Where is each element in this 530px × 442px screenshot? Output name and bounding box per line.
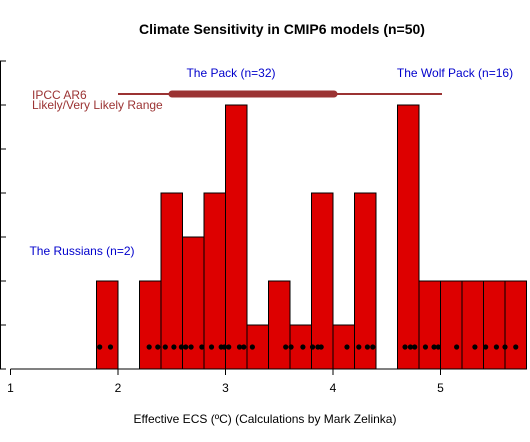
annotation-the-russians: The Russians (n=2) — [29, 244, 134, 258]
annotation-the-pack: The Pack (n=32) — [186, 66, 275, 80]
x-tick-label: 1 — [7, 381, 14, 395]
annotation-the-wolf-pack: The Wolf Pack (n=16) — [397, 66, 513, 80]
histogram-bar — [461, 280, 484, 370]
histogram-bar — [483, 280, 506, 370]
model-dot — [300, 344, 306, 350]
model-dot — [183, 344, 189, 350]
model-dot — [146, 344, 152, 350]
model-dot — [502, 344, 508, 350]
histogram-bar — [332, 324, 355, 370]
model-dot — [249, 344, 255, 350]
ar6-label-line1: IPCC AR6 — [32, 88, 87, 102]
model-dot — [171, 344, 177, 350]
histogram-bars — [96, 104, 527, 370]
histogram-bar — [504, 280, 527, 370]
model-dot — [155, 344, 161, 350]
ar6-label-line2: Likely/Very Likely Range — [32, 98, 163, 112]
histogram-bar — [354, 192, 377, 370]
model-dots — [97, 344, 519, 350]
model-dot — [283, 344, 289, 350]
model-dot — [236, 344, 243, 350]
x-tick-label: 2 — [115, 381, 122, 395]
x-tick-label: 3 — [222, 381, 229, 395]
model-dot — [288, 344, 294, 350]
histogram-bar — [440, 280, 463, 370]
model-dot — [493, 344, 499, 350]
histogram-bar — [139, 280, 162, 370]
model-dot — [513, 344, 519, 350]
model-dot — [221, 344, 228, 350]
histogram-bar — [203, 192, 226, 370]
model-dot — [199, 344, 205, 350]
model-dot — [208, 344, 215, 350]
model-dot — [344, 344, 350, 350]
model-dot — [454, 344, 460, 350]
histogram-bar — [311, 192, 334, 370]
chart-title: Climate Sensitivity in CMIP6 models (n=5… — [139, 21, 425, 37]
model-dot — [178, 344, 185, 350]
model-dot — [364, 344, 370, 350]
model-dot — [188, 344, 194, 350]
histogram-bar — [268, 280, 291, 370]
model-dot — [309, 344, 316, 350]
model-dot — [370, 344, 376, 350]
model-dot — [402, 344, 408, 350]
axes: 1 2 3 4 5 — [0, 60, 527, 395]
model-dot — [318, 344, 324, 350]
model-dot — [435, 344, 441, 350]
model-dot — [412, 344, 418, 350]
model-dot — [226, 344, 232, 350]
model-dot — [431, 344, 437, 350]
model-dot — [107, 344, 114, 350]
x-tick-label: 5 — [437, 381, 444, 395]
histogram-bar — [160, 192, 183, 370]
model-dot — [241, 344, 247, 350]
histogram-bar — [96, 280, 119, 370]
model-dot — [356, 344, 362, 350]
x-axis-label: Effective ECS (ºC) (Calculations by Mark… — [134, 412, 397, 426]
histogram-bar — [397, 104, 420, 370]
model-dot — [422, 344, 429, 350]
model-dot — [162, 344, 168, 350]
model-dot — [472, 344, 478, 350]
model-dot — [97, 344, 103, 350]
histogram-bar — [418, 280, 441, 370]
histogram-bar — [225, 104, 248, 370]
model-dot — [407, 344, 413, 350]
x-tick-label: 4 — [330, 381, 337, 395]
model-dot — [483, 344, 489, 350]
